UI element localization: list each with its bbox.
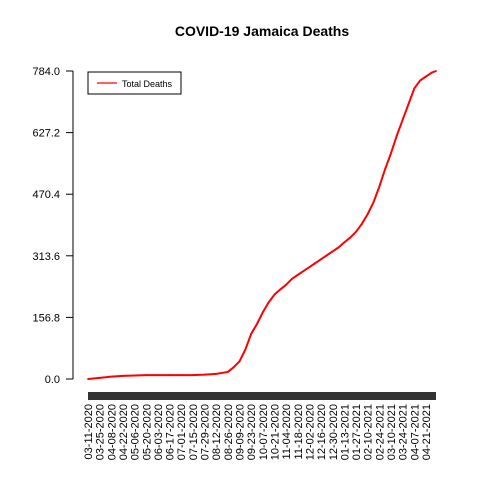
data-point [407, 103, 410, 105]
data-point [285, 283, 288, 286]
legend-label-total-deaths: Total Deaths [122, 79, 173, 89]
x-tick-label: 04-08-2020 [106, 404, 118, 460]
data-point [279, 288, 282, 291]
data-point [378, 185, 381, 188]
data-point [326, 254, 328, 257]
x-tick-label: 08-26-2020 [223, 404, 235, 460]
data-point [430, 71, 433, 74]
x-tick-label: 09-23-2020 [246, 404, 258, 460]
data-point [337, 246, 340, 249]
x-tick-label: 10-07-2020 [258, 404, 270, 460]
data-point [314, 262, 317, 265]
data-point [343, 241, 346, 244]
x-tick-label: 11-04-2020 [281, 404, 293, 459]
data-point [273, 293, 276, 296]
x-tick-label: 05-20-2020 [141, 404, 153, 460]
x-tick-label: 09-09-2020 [235, 404, 247, 460]
data-point [435, 70, 437, 72]
data-point [413, 87, 416, 90]
data-point [180, 374, 183, 376]
data-point [361, 222, 363, 225]
data-point [349, 236, 352, 239]
data-point [261, 311, 264, 314]
x-tick-label: 07-29-2020 [200, 404, 212, 460]
data-point [302, 270, 305, 272]
data-point [372, 201, 375, 204]
y-tick-label: 156.8 [32, 312, 60, 324]
data-point [215, 372, 218, 375]
data-point [267, 301, 270, 304]
data-point [355, 230, 357, 233]
y-tick-label: 784.0 [32, 66, 60, 78]
y-tick-label: 0.0 [45, 374, 60, 386]
y-tick-label: 313.6 [32, 251, 60, 263]
y-tick-label: 470.4 [32, 189, 60, 201]
data-point [384, 167, 387, 170]
x-tick-label: 03-24-2021 [398, 404, 410, 460]
data-point [122, 374, 124, 377]
data-point [256, 323, 258, 325]
data-point [244, 348, 247, 351]
legend: Total Deaths [87, 71, 182, 95]
chart-title: COVID-19 Jamaica Deaths [175, 23, 350, 39]
data-point [308, 266, 311, 268]
data-point [425, 75, 427, 78]
data-point [395, 134, 398, 137]
x-tick-label: 04-07-2021 [409, 404, 421, 460]
data-point [419, 79, 422, 82]
data-point [390, 152, 392, 155]
data-point [320, 258, 323, 261]
y-tick-label: 627.2 [32, 128, 60, 140]
data-point [366, 213, 369, 215]
data-point [296, 273, 299, 276]
x-tick-label: 06-17-2020 [165, 404, 177, 460]
x-tick-label: 03-25-2020 [95, 404, 107, 460]
legend-box [87, 71, 182, 95]
x-tick-label: 07-15-2020 [188, 404, 200, 460]
x-tick-label: 04-21-2021 [421, 404, 433, 460]
data-point [87, 378, 89, 380]
x-tick-label: 06-03-2020 [153, 404, 165, 460]
x-tick-label: 12-02-2020 [304, 404, 316, 460]
data-point [331, 250, 334, 253]
x-tick-label: 12-16-2020 [316, 404, 328, 460]
data-point [168, 374, 171, 376]
x-tick-label: 10-21-2020 [269, 404, 281, 460]
x-tick-label: 05-06-2020 [130, 404, 142, 460]
data-point [110, 375, 113, 378]
data-point [98, 376, 101, 379]
x-tick-label: 01-13-2021 [339, 404, 351, 460]
data-point [232, 366, 235, 369]
data-point [203, 373, 206, 376]
x-tick-label: 03-11-2020 [83, 404, 95, 459]
data-point [238, 360, 241, 363]
data-point [291, 277, 293, 280]
x-tick-label: 01-27-2021 [351, 404, 363, 460]
x-tick-label: 02-10-2021 [363, 404, 375, 460]
x-axis-tick-labels: 03-11-2020 03-25-2020 04-08-2020 04-22-2020… [83, 404, 433, 460]
data-point [145, 374, 148, 376]
y-axis-ticks: 0.0 156.8 313.6 470.4 627.2 784.0 [32, 66, 73, 386]
x-tick-band [88, 392, 436, 400]
x-tick-label: 08-12-2020 [211, 404, 223, 460]
data-point [250, 332, 253, 335]
x-tick-label: 11-18-2020 [293, 404, 305, 459]
x-tick-label: 02-24-2021 [374, 404, 386, 460]
data-point [191, 374, 194, 376]
series-layer [87, 70, 437, 380]
x-tick-label: 04-22-2020 [118, 404, 130, 460]
x-tick-label: 03-10-2021 [386, 404, 398, 460]
x-tick-label: 07-01-2020 [176, 404, 188, 460]
x-tick-label: 12-30-2020 [328, 404, 340, 460]
series-line-total-deaths [87, 70, 437, 380]
data-point [133, 374, 136, 377]
data-point [157, 374, 159, 376]
data-point [401, 118, 404, 121]
data-point [226, 371, 229, 373]
